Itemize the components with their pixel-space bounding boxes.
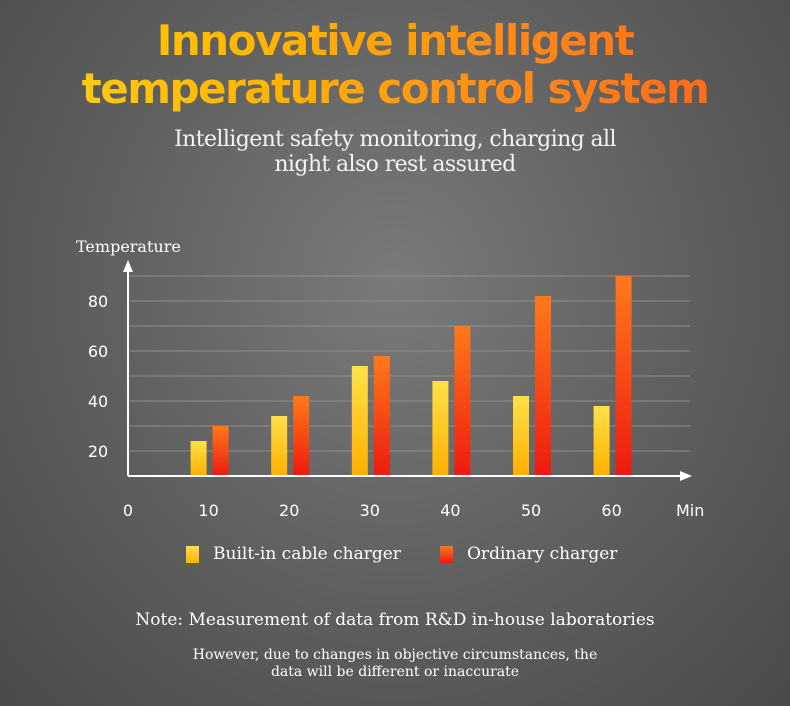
y-tick-labels: 20 40 60 80 [88, 292, 108, 461]
bar-built-in-charger [593, 406, 610, 476]
y-tick-label: 80 [88, 292, 108, 311]
page-title-line-1: Innovative intelligent [0, 18, 790, 64]
bar-built-in-charger [190, 441, 207, 476]
x-axis-arrow [680, 471, 692, 481]
x-tick-label: 50 [521, 501, 541, 520]
bar-ordinary-charger [293, 396, 310, 476]
x-tick-label: 60 [601, 501, 621, 520]
bar-built-in-charger [513, 396, 529, 476]
legend-item-built-in: Built-in cable charger [186, 544, 401, 564]
y-tick-label: 40 [88, 392, 108, 411]
x-tick-label: 30 [360, 501, 380, 520]
bar-built-in-charger [271, 416, 288, 476]
legend-item-ordinary: Ordinary charger [440, 544, 617, 564]
bar-ordinary-charger [212, 426, 229, 476]
legend-swatch-yellow [186, 545, 199, 563]
legend-swatch-red [440, 545, 453, 563]
x-tick-label: 0 [123, 501, 133, 520]
legend-label-ordinary: Ordinary charger [467, 544, 618, 564]
y-tick-label: 20 [88, 442, 108, 461]
subtitle-line-2: night also rest assured [274, 152, 516, 177]
note-line-3: data will be different or inaccurate [270, 664, 520, 680]
subtitle-line-1: Intelligent safety monitoring, charging … [174, 127, 616, 152]
axes [123, 260, 692, 481]
y-axis-label: Temperature [76, 237, 181, 256]
note-line-1: Note: Measurement of data from R&D in-ho… [135, 610, 655, 630]
x-axis-label: Min [676, 501, 704, 520]
bars [190, 276, 632, 476]
legend-label-built-in: Built-in cable charger [213, 544, 401, 564]
x-tick-label: 10 [198, 501, 218, 520]
bar-ordinary-charger [535, 296, 551, 476]
x-tick-label: 20 [279, 501, 299, 520]
x-tick-label: 40 [440, 501, 460, 520]
bar-ordinary-charger [615, 276, 632, 476]
bar-ordinary-charger [373, 356, 390, 476]
y-tick-label: 60 [88, 342, 108, 361]
note-line-2: However, due to changes in objective cir… [192, 647, 598, 663]
bar-ordinary-charger [454, 326, 471, 476]
bar-built-in-charger [351, 366, 368, 476]
x-tick-labels: 0 10 20 30 40 50 60 [123, 501, 622, 520]
bar-built-in-charger [432, 381, 449, 476]
page-title-line-2: temperature control system [0, 66, 790, 112]
y-axis-arrow [123, 260, 133, 272]
